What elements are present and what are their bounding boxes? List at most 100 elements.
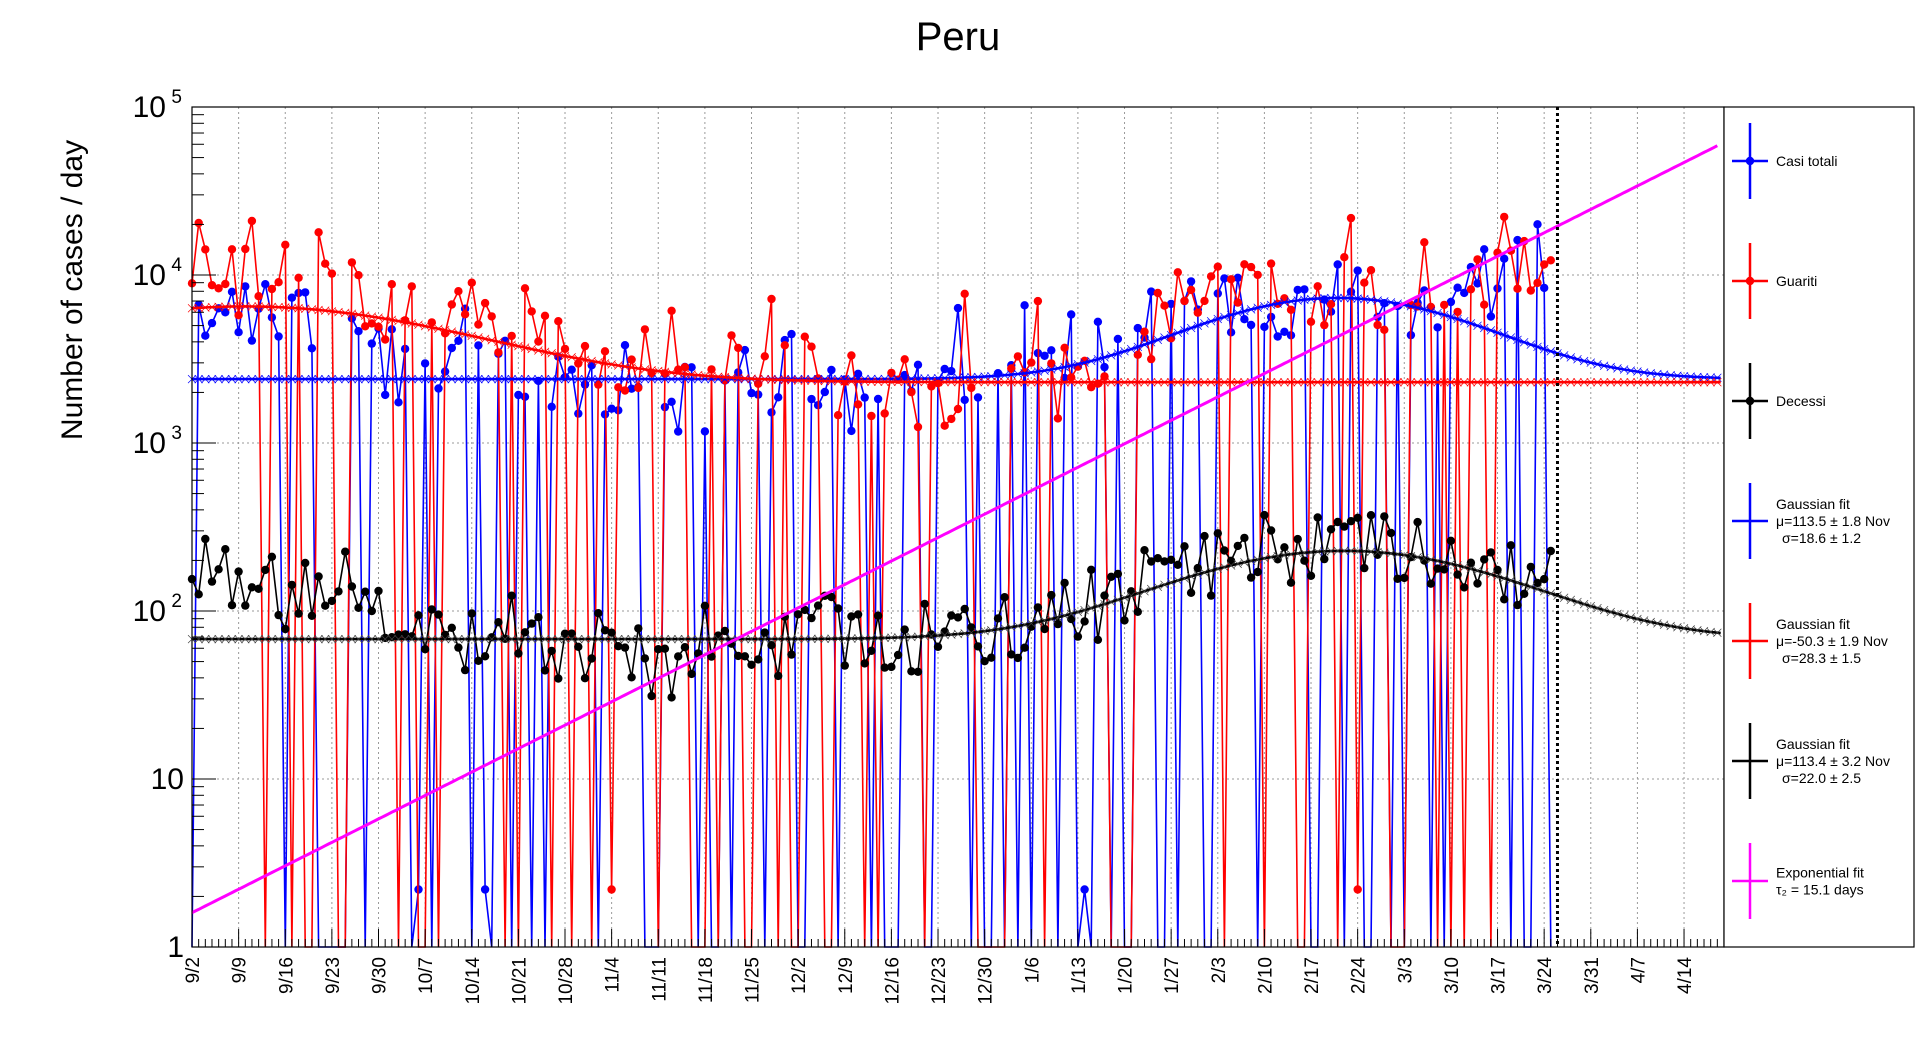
data-point: [241, 244, 250, 254]
fit-marker: [1659, 370, 1669, 379]
data-point: [414, 611, 423, 620]
data-point: [1500, 595, 1509, 604]
data-point: [347, 582, 357, 591]
data-point: [1020, 643, 1029, 652]
data-point: [427, 318, 436, 327]
data-point: [680, 643, 690, 652]
fit-marker: [1539, 586, 1549, 596]
data-point: [774, 393, 783, 402]
fit-marker: [1633, 614, 1642, 624]
data-point: [1360, 278, 1369, 287]
fit-marker: [867, 633, 876, 643]
fit-marker: [1146, 584, 1156, 594]
fit-marker: [1093, 601, 1103, 611]
plot-layer: [187, 107, 1722, 948]
data-point: [887, 662, 896, 672]
fit-marker: [773, 634, 783, 644]
fit-marker: [1386, 377, 1396, 387]
fit-marker: [1506, 377, 1516, 387]
fit-marker: [1100, 599, 1109, 609]
fit-marker: [733, 373, 743, 383]
data-point: [734, 343, 743, 353]
data-point: [1033, 603, 1043, 612]
fit-marker: [1193, 377, 1203, 387]
data-point: [827, 592, 836, 602]
fit-marker: [360, 374, 370, 384]
data-point: [800, 332, 809, 341]
fit-marker: [1153, 377, 1163, 387]
data-point: [1067, 373, 1076, 382]
fit-marker: [1360, 547, 1369, 556]
data-point: [1346, 213, 1356, 223]
fit-marker: [647, 365, 656, 375]
fit-marker: [887, 377, 896, 387]
fit-marker: [1240, 306, 1249, 316]
data-point: [807, 342, 816, 351]
fit-marker: [687, 374, 696, 384]
fit-marker: [1020, 377, 1029, 387]
fit-marker: [847, 377, 856, 386]
x-tick-label: 12/9: [836, 957, 857, 994]
fit-marker: [1533, 342, 1542, 352]
fit-marker: [267, 302, 277, 312]
y-tick-label: 10: [133, 427, 166, 460]
data-point: [1373, 320, 1382, 330]
fit-marker: [1526, 377, 1536, 387]
data-point: [1360, 563, 1369, 573]
fit-marker: [307, 305, 317, 314]
fit-marker: [380, 634, 390, 644]
data-point: [247, 583, 257, 592]
data-point: [620, 341, 630, 350]
fit-marker: [1200, 319, 1209, 328]
legend-label: μ=113.5 ± 1.8 Nov: [1776, 513, 1890, 529]
fit-marker: [567, 374, 576, 384]
data-point: [1027, 358, 1036, 367]
fit-marker: [1486, 377, 1496, 387]
fit-marker: [1566, 377, 1576, 387]
fit-marker: [1206, 566, 1216, 575]
data-point: [1233, 273, 1243, 282]
fit-marker: [1506, 576, 1516, 585]
data-point: [1526, 286, 1536, 295]
y-tick-label: 10: [133, 91, 166, 124]
data-point: [614, 383, 623, 392]
data-point: [1153, 288, 1163, 298]
fit-marker: [267, 634, 277, 644]
data-point: [1420, 238, 1429, 247]
fit-marker: [287, 374, 297, 384]
data-point: [1533, 220, 1542, 229]
fit-marker: [1646, 377, 1655, 387]
data-point: [281, 624, 290, 634]
data-point: [1013, 653, 1023, 663]
data-point: [480, 298, 490, 308]
fit-marker: [667, 634, 676, 644]
data-point: [1540, 574, 1549, 584]
data-point: [381, 390, 390, 400]
data-point: [1007, 650, 1016, 659]
x-tick-label: 11/4: [603, 957, 624, 993]
fit-marker: [287, 303, 297, 313]
data-point: [321, 601, 330, 610]
data-point: [1440, 300, 1449, 310]
fit-marker: [1466, 319, 1476, 328]
fit-marker: [1519, 377, 1529, 387]
fit-marker: [1313, 377, 1322, 387]
fit-marker: [1459, 316, 1469, 326]
data-point: [1147, 287, 1156, 296]
fit-marker: [913, 632, 923, 641]
fit-marker: [1180, 574, 1189, 583]
data-point: [494, 348, 503, 357]
fit-marker: [1459, 377, 1469, 387]
fit-marker: [334, 307, 343, 317]
fit-marker: [967, 377, 976, 387]
x-tick-label: 2/10: [1255, 957, 1276, 994]
fit-marker: [1126, 344, 1136, 354]
fit-marker: [867, 377, 876, 386]
fit-marker: [647, 634, 656, 644]
data-point: [1540, 260, 1549, 269]
data-point: [1093, 379, 1103, 388]
fit-marker: [1286, 377, 1296, 387]
fit-marker: [1020, 369, 1029, 378]
data-point: [341, 547, 350, 556]
fit-marker: [673, 369, 683, 378]
